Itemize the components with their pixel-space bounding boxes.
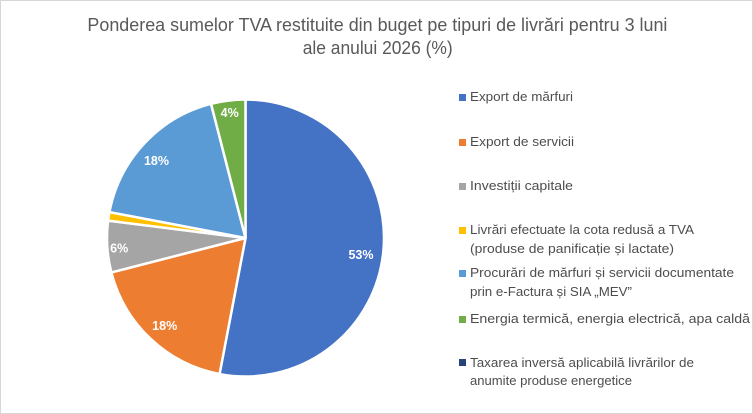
legend-label-line: (produse de panificație și lactate)	[470, 240, 686, 259]
legend-label: Investiții capitale	[470, 177, 573, 196]
legend-label-text: Export de mărfuri	[470, 89, 574, 105]
legend-marker-icon	[459, 315, 466, 323]
pie-slice-1	[218, 98, 386, 378]
chart-title-line-1: Ponderea sumelor TVA restituite din buge…	[87, 14, 668, 35]
legend-marker-icon	[459, 226, 466, 234]
legend-label-text: prin e-Factura și SIA „MEV”	[470, 283, 633, 299]
pie-data-label-3: 6%	[110, 241, 128, 255]
legend-item-3: Investiții capitale	[459, 177, 573, 196]
chart-title: Ponderea sumelor TVA restituite din buge…	[1, 13, 753, 59]
legend-label-text: Livrări efectuate la cota redusă a TVA	[470, 222, 694, 238]
legend-marker-icon	[459, 138, 466, 146]
pie-slice-5	[108, 102, 247, 240]
pie-data-label-5: 18%	[144, 154, 169, 168]
legend-label: Taxarea inversă aplicabilă livrărilor de…	[470, 354, 694, 391]
legend-marker-icon	[459, 359, 466, 367]
legend-marker-icon	[459, 269, 466, 277]
pie-chart: 53% 18% 6% 18% 4%	[105, 98, 386, 378]
legend-label-text: Export de servicii	[470, 134, 575, 150]
legend-label: Energia termică, energia electrică, apa …	[470, 310, 750, 329]
legend-label-line: Taxarea inversă aplicabilă livrărilor de	[470, 354, 694, 373]
legend-marker-icon	[459, 93, 466, 101]
chart-legend: Export de mărfuri Export de servicii Inves…	[459, 1, 751, 413]
legend-item-2: Export de servicii	[459, 133, 574, 152]
legend-item-1: Export de mărfuri	[459, 88, 574, 107]
legend-label-text: anumite produse energetice	[470, 373, 632, 389]
pie-slice-6	[209, 98, 247, 240]
legend-label: Export de mărfuri	[470, 88, 574, 107]
legend-marker-icon	[459, 182, 466, 190]
legend-label-text: Energia termică, energia electrică, apa …	[470, 311, 751, 327]
legend-label-line: Livrări efectuate la cota redusă a TVA	[470, 221, 694, 240]
legend-label-text: Investiții capitale	[470, 178, 574, 194]
legend-label-line: Energia termică, energia electrică, apa …	[470, 310, 750, 329]
legend-label-text: Taxarea inversă aplicabilă livrărilor de	[470, 354, 695, 370]
pie-data-label-1: 53%	[348, 248, 373, 262]
chart-title-line-2: ale anului 2026 (%)	[302, 37, 453, 58]
legend-item-7: Taxarea inversă aplicabilă livrărilor de…	[459, 354, 694, 391]
legend-label-text: Procurări de mărfuri și servicii documen…	[470, 265, 735, 281]
legend-label-line: Export de servicii	[470, 133, 574, 152]
pie-data-label-6: 4%	[221, 106, 239, 120]
pie-slice-2	[110, 236, 247, 376]
legend-label: Livrări efectuate la cota redusă a TVA (p…	[470, 221, 694, 259]
legend-label-line: Procurări de mărfuri și servicii documen…	[470, 264, 734, 283]
legend-item-6: Energia termică, energia electrică, apa …	[459, 310, 750, 329]
legend-label-line: Export de mărfuri	[470, 88, 574, 107]
legend-label-line: prin e-Factura și SIA „MEV”	[470, 283, 720, 302]
legend-label-text: (produse de panificație și lactate)	[470, 240, 675, 256]
legend-label: Export de servicii	[470, 133, 574, 152]
legend-item-4: Livrări efectuate la cota redusă a TVA (p…	[459, 221, 694, 259]
legend-label: Procurări de mărfuri și servicii documen…	[470, 264, 734, 302]
legend-item-5: Procurări de mărfuri și servicii documen…	[459, 264, 734, 302]
legend-label-line: Investiții capitale	[470, 177, 573, 196]
pie-data-label-2: 18%	[152, 319, 177, 333]
legend-label-line: anumite produse energetice	[470, 372, 687, 391]
